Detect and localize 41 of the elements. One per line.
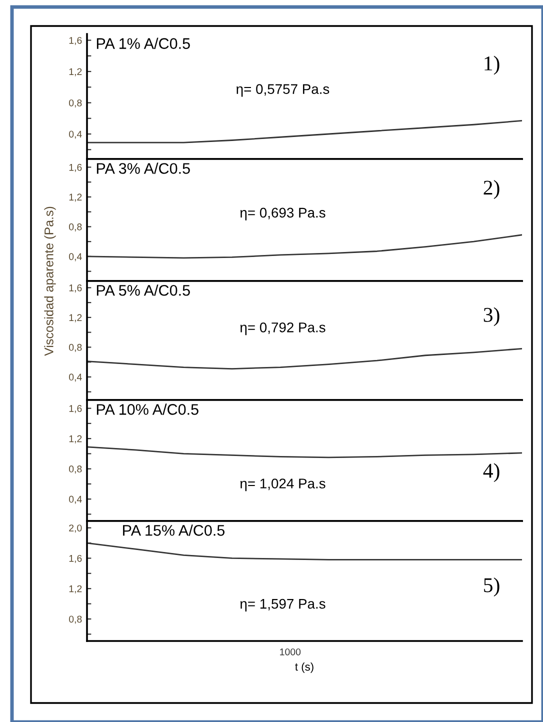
annotation: 2) bbox=[484, 180, 500, 199]
annotation: η= 0,5757 Pa.s bbox=[236, 84, 330, 97]
annotation: η= 1,024 Pa.s bbox=[240, 478, 326, 492]
chart-title: PA 10% A/C0.5 bbox=[96, 404, 198, 415]
y-tick-label: 0,8 bbox=[69, 616, 82, 624]
y-tick-label: 0,4 bbox=[69, 130, 82, 139]
y-tick-label: 1,2 bbox=[69, 68, 82, 76]
y-axis-title: Viscosidad aparente (Pa.s) bbox=[44, 206, 56, 356]
y-tick-label: 0,4 bbox=[69, 374, 82, 382]
annotation: 5) bbox=[484, 578, 500, 596]
y-tick-label: 0,4 bbox=[69, 496, 82, 504]
annotation: η= 1,597 Pa.s bbox=[240, 598, 326, 612]
y-tick-label: 2,0 bbox=[69, 524, 82, 533]
y-tick-label: 0,8 bbox=[69, 223, 82, 232]
annotation: 1) bbox=[484, 56, 500, 75]
line-series bbox=[87, 446, 522, 458]
y-tick-label: 1,6 bbox=[69, 36, 82, 46]
annotation: η= 0,693 Pa.s bbox=[240, 208, 326, 220]
y-tick-label: 0,8 bbox=[69, 466, 82, 474]
annotation: 3) bbox=[484, 307, 500, 326]
y-tick-label: 1,2 bbox=[69, 194, 82, 202]
x-axis-title: t (s) bbox=[295, 662, 314, 673]
y-tick-label: 0,8 bbox=[69, 344, 82, 352]
chart-title: PA 5% A/C0.5 bbox=[96, 284, 190, 296]
chart-title: PA 3% A/C0.5 bbox=[96, 162, 190, 174]
annotation: 4) bbox=[483, 463, 500, 482]
line-series bbox=[87, 120, 522, 144]
y-tick-label: 0,8 bbox=[69, 99, 82, 108]
y-tick-label: 1,2 bbox=[69, 585, 82, 594]
line-series bbox=[87, 234, 522, 259]
y-tick-label: 1,2 bbox=[69, 435, 82, 444]
y-tick-label: 1,6 bbox=[69, 554, 82, 563]
y-tick-label: 1,6 bbox=[69, 284, 82, 292]
y-tick-label: 0,4 bbox=[69, 253, 82, 262]
y-tick-label: 1,6 bbox=[69, 164, 82, 172]
annotation: η= 0,792 Pa.s bbox=[240, 322, 326, 336]
chart-title: PA 1% A/C0.5 bbox=[96, 38, 190, 49]
chart-title: PA 15% A/C0.5 bbox=[123, 524, 225, 536]
y-tick-label: 1,2 bbox=[69, 314, 82, 322]
text: 1000 bbox=[280, 648, 301, 656]
y-tick-label: 1,6 bbox=[69, 405, 82, 414]
